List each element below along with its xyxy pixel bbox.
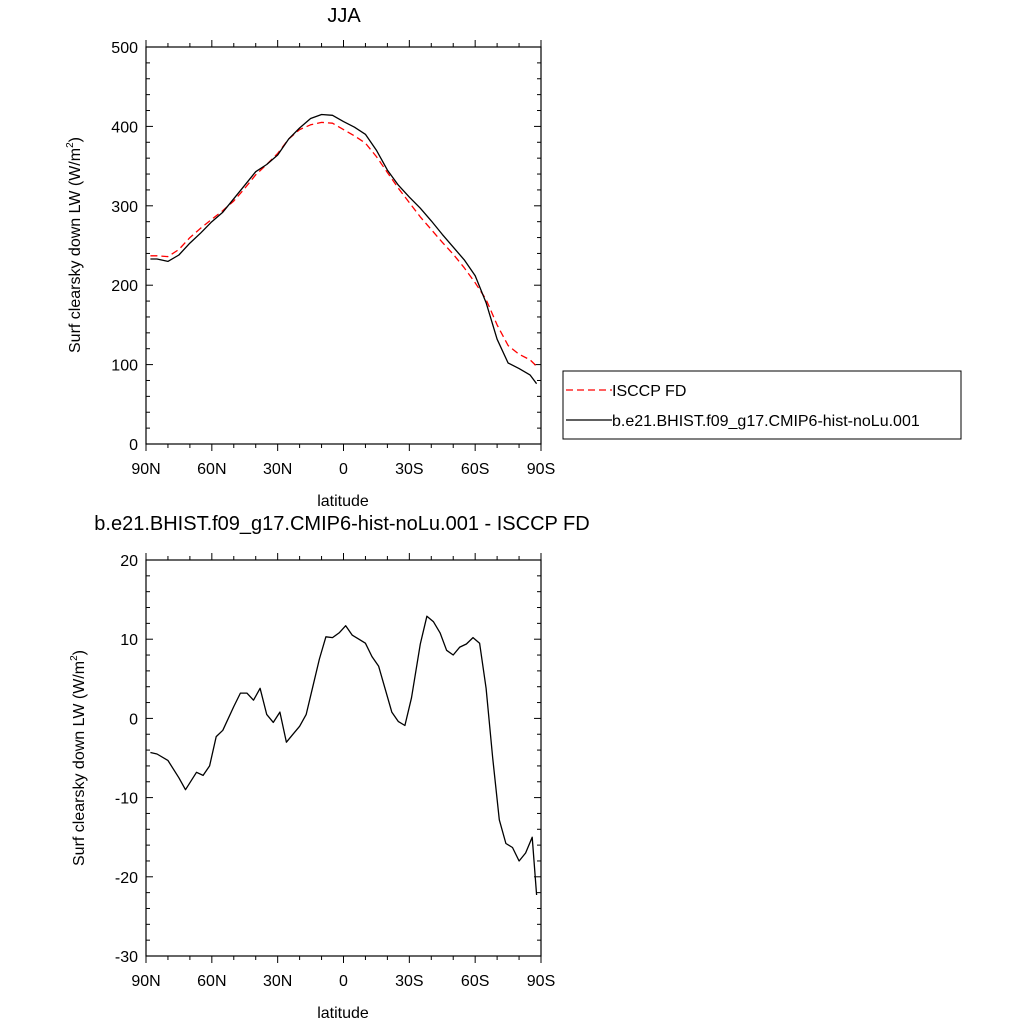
bottom-xtick-label: 30N	[263, 973, 292, 990]
top-ytick-label: 300	[111, 199, 138, 216]
top-ytick-label: 100	[111, 358, 138, 375]
legend-label-model: b.e21.BHIST.f09_g17.CMIP6-hist-noLu.001	[612, 413, 920, 430]
bottom-y-axis-label-end: )	[71, 650, 88, 655]
top-x-tick-labels: 90N 60N 30N 0 30S 60S 90S	[131, 461, 555, 478]
bottom-xtick-label: 60S	[461, 973, 489, 990]
top-chart-title: JJA	[327, 5, 361, 27]
top-ytick-label: 400	[111, 119, 138, 136]
bottom-y-axis-label: Surf clearsky down LW (W/m2)	[69, 650, 88, 866]
top-ytick-label: 200	[111, 278, 138, 295]
top-xtick-label: 90N	[131, 461, 160, 478]
legend-box	[562, 370, 962, 440]
bottom-ytick-label: 0	[129, 711, 138, 728]
bottom-y-tick-labels: -30 -20 -10 0 10 20	[115, 553, 138, 966]
top-xtick-label: 0	[339, 461, 348, 478]
top-xtick-label: 90S	[527, 461, 555, 478]
bottom-xtick-label: 60N	[197, 973, 226, 990]
bottom-panel: b.e21.BHIST.f09_g17.CMIP6-hist-noLu.001 …	[69, 513, 590, 1022]
bottom-xtick-label: 30S	[395, 973, 423, 990]
top-series-lines	[150, 113, 538, 385]
bottom-ytick-label: -30	[115, 949, 138, 966]
top-y-axis-label-sup: 2	[65, 142, 76, 148]
bottom-chart-title: b.e21.BHIST.f09_g17.CMIP6-hist-noLu.001 …	[94, 513, 589, 535]
bottom-plot-frame	[145, 559, 542, 957]
bottom-x-axis-label: latitude	[317, 1005, 369, 1022]
bottom-ytick-label: -20	[115, 870, 138, 887]
top-y-axis-label-main: Surf clearsky down LW (W/m	[67, 148, 84, 353]
bottom-xtick-label: 90N	[131, 973, 160, 990]
legend: ISCCP FD b.e21.BHIST.f09_g17.CMIP6-hist-…	[562, 370, 962, 440]
bottom-x-tick-labels: 90N 60N 30N 0 30S 60S 90S	[131, 973, 555, 990]
top-plot-frame	[145, 46, 542, 445]
bottom-series-line-model	[150, 615, 538, 896]
top-xtick-label: 60S	[461, 461, 489, 478]
top-series-line-model	[150, 113, 538, 385]
bottom-y-axis-label-main: Surf clearsky down LW (W/m	[71, 661, 88, 866]
top-y-tick-labels: 0 100 200 300 400 500	[111, 40, 138, 454]
bottom-series-lines	[150, 615, 538, 896]
top-y-axis-label: Surf clearsky down LW (W/m2)	[65, 137, 84, 353]
bottom-xtick-label: 0	[339, 973, 348, 990]
bottom-ytick-label: 10	[120, 632, 138, 649]
top-ytick-label: 500	[111, 40, 138, 57]
bottom-tick-marks	[145, 553, 542, 963]
legend-label-isccp: ISCCP FD	[612, 383, 686, 400]
bottom-xtick-label: 90S	[527, 973, 555, 990]
bottom-y-axis-label-sup: 2	[69, 655, 80, 661]
bottom-ytick-label: 20	[120, 553, 138, 570]
bottom-ytick-label: -10	[115, 791, 138, 808]
top-series-line-isccp	[150, 121, 538, 367]
top-y-axis-label-end: )	[67, 137, 84, 142]
top-tick-marks	[145, 40, 542, 451]
top-x-axis-label: latitude	[317, 493, 369, 510]
top-ytick-label: 0	[129, 437, 138, 454]
top-panel: JJA 0 100 200 300 400 500 90N 60N 30N 0 30S 60S 90S…	[65, 5, 962, 510]
top-xtick-label: 30N	[263, 461, 292, 478]
top-xtick-label: 60N	[197, 461, 226, 478]
top-xtick-label: 30S	[395, 461, 423, 478]
